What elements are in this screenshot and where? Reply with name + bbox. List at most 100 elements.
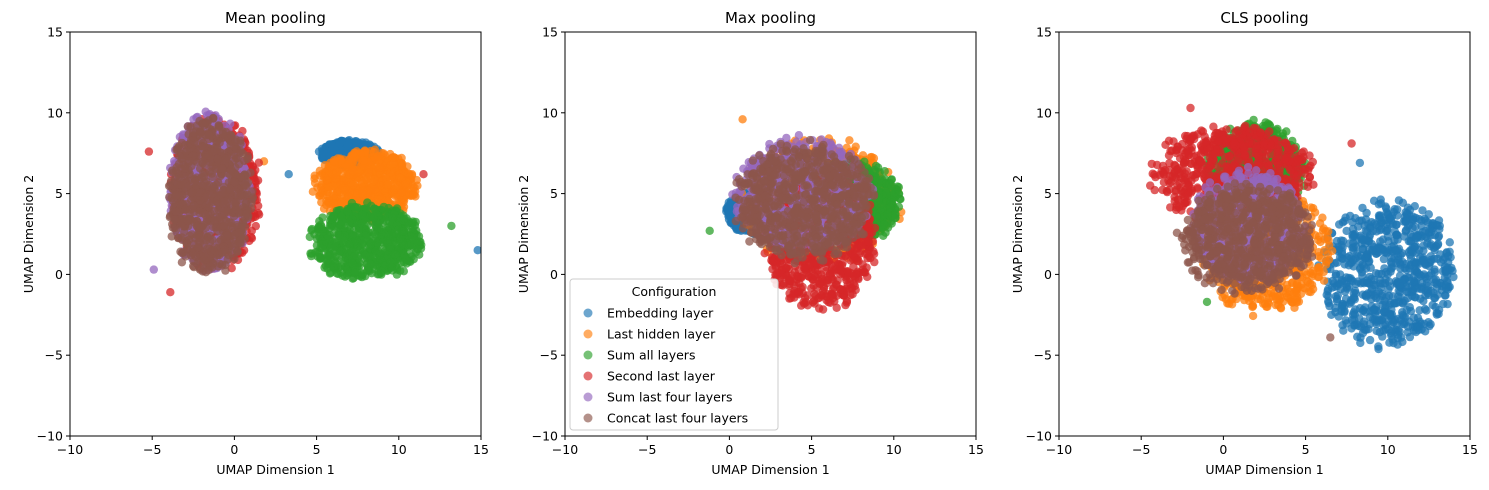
point [200, 255, 209, 264]
point [242, 209, 251, 219]
point [176, 174, 185, 183]
point [389, 159, 398, 168]
x-tick-label: −5 [143, 442, 161, 457]
point [181, 252, 190, 261]
point [214, 121, 224, 131]
point [230, 254, 239, 264]
point [318, 227, 327, 236]
point [217, 164, 227, 173]
point [357, 219, 366, 228]
point [221, 248, 230, 257]
point [403, 162, 412, 171]
point [386, 229, 396, 239]
point [399, 249, 408, 259]
point [184, 157, 194, 166]
point [340, 256, 349, 265]
point [323, 256, 332, 265]
point [330, 222, 339, 231]
point [329, 191, 339, 200]
point [350, 203, 360, 212]
point [213, 154, 222, 164]
point [390, 250, 399, 259]
point [362, 204, 371, 213]
point [174, 151, 184, 160]
point [234, 228, 244, 237]
point [227, 165, 236, 175]
y-axis-label: UMAP Dimension 2 [21, 175, 36, 293]
point [217, 260, 227, 269]
point [177, 216, 186, 225]
point [209, 114, 218, 123]
point [348, 259, 357, 268]
x-tick-label: 15 [473, 442, 489, 457]
point [213, 227, 222, 236]
point [352, 156, 361, 166]
point [345, 155, 354, 164]
outlier-point [144, 147, 154, 156]
point [230, 177, 239, 187]
point [379, 202, 388, 212]
point [204, 130, 213, 140]
point [172, 163, 181, 172]
point [221, 154, 231, 163]
point [366, 259, 376, 269]
point [333, 260, 342, 269]
point [329, 156, 339, 165]
point [220, 197, 229, 206]
point [201, 236, 211, 245]
point [243, 154, 252, 164]
point [308, 187, 318, 196]
point [366, 240, 375, 249]
y-tick-label: 0 [55, 267, 63, 282]
point [370, 175, 379, 184]
point [310, 178, 320, 188]
point [254, 201, 263, 210]
point [343, 206, 352, 216]
point [232, 188, 242, 197]
point [358, 239, 367, 248]
point [378, 258, 387, 267]
point [307, 249, 316, 258]
subplot-title: Mean pooling [225, 9, 326, 27]
point [218, 129, 227, 139]
point [383, 180, 392, 189]
outlier-point [284, 170, 293, 179]
point [318, 244, 327, 253]
point [398, 215, 408, 225]
point [348, 274, 357, 283]
outlier-point [407, 170, 417, 179]
point [387, 219, 397, 229]
point [355, 246, 365, 255]
point [312, 234, 322, 243]
point [343, 141, 353, 150]
point [335, 246, 344, 256]
point [400, 195, 409, 205]
x-tick-label: 10 [391, 442, 407, 457]
point [204, 266, 213, 275]
point [377, 266, 386, 276]
point [171, 207, 181, 216]
point [413, 181, 422, 190]
point [401, 180, 410, 189]
point [172, 190, 181, 200]
point [247, 195, 256, 204]
point [212, 180, 221, 189]
point [182, 146, 191, 155]
point [340, 186, 349, 195]
point [396, 161, 405, 170]
point [223, 231, 232, 240]
y-tick-label: 5 [55, 186, 63, 201]
point [200, 120, 209, 130]
point [350, 252, 359, 261]
point [227, 264, 236, 273]
point [387, 263, 396, 272]
point [234, 159, 244, 169]
point [318, 213, 327, 222]
point [358, 189, 367, 198]
point [375, 163, 384, 172]
point [187, 188, 197, 197]
point [193, 243, 202, 252]
point [332, 167, 341, 177]
x-tick-label: −10 [57, 442, 83, 457]
point [389, 210, 399, 219]
